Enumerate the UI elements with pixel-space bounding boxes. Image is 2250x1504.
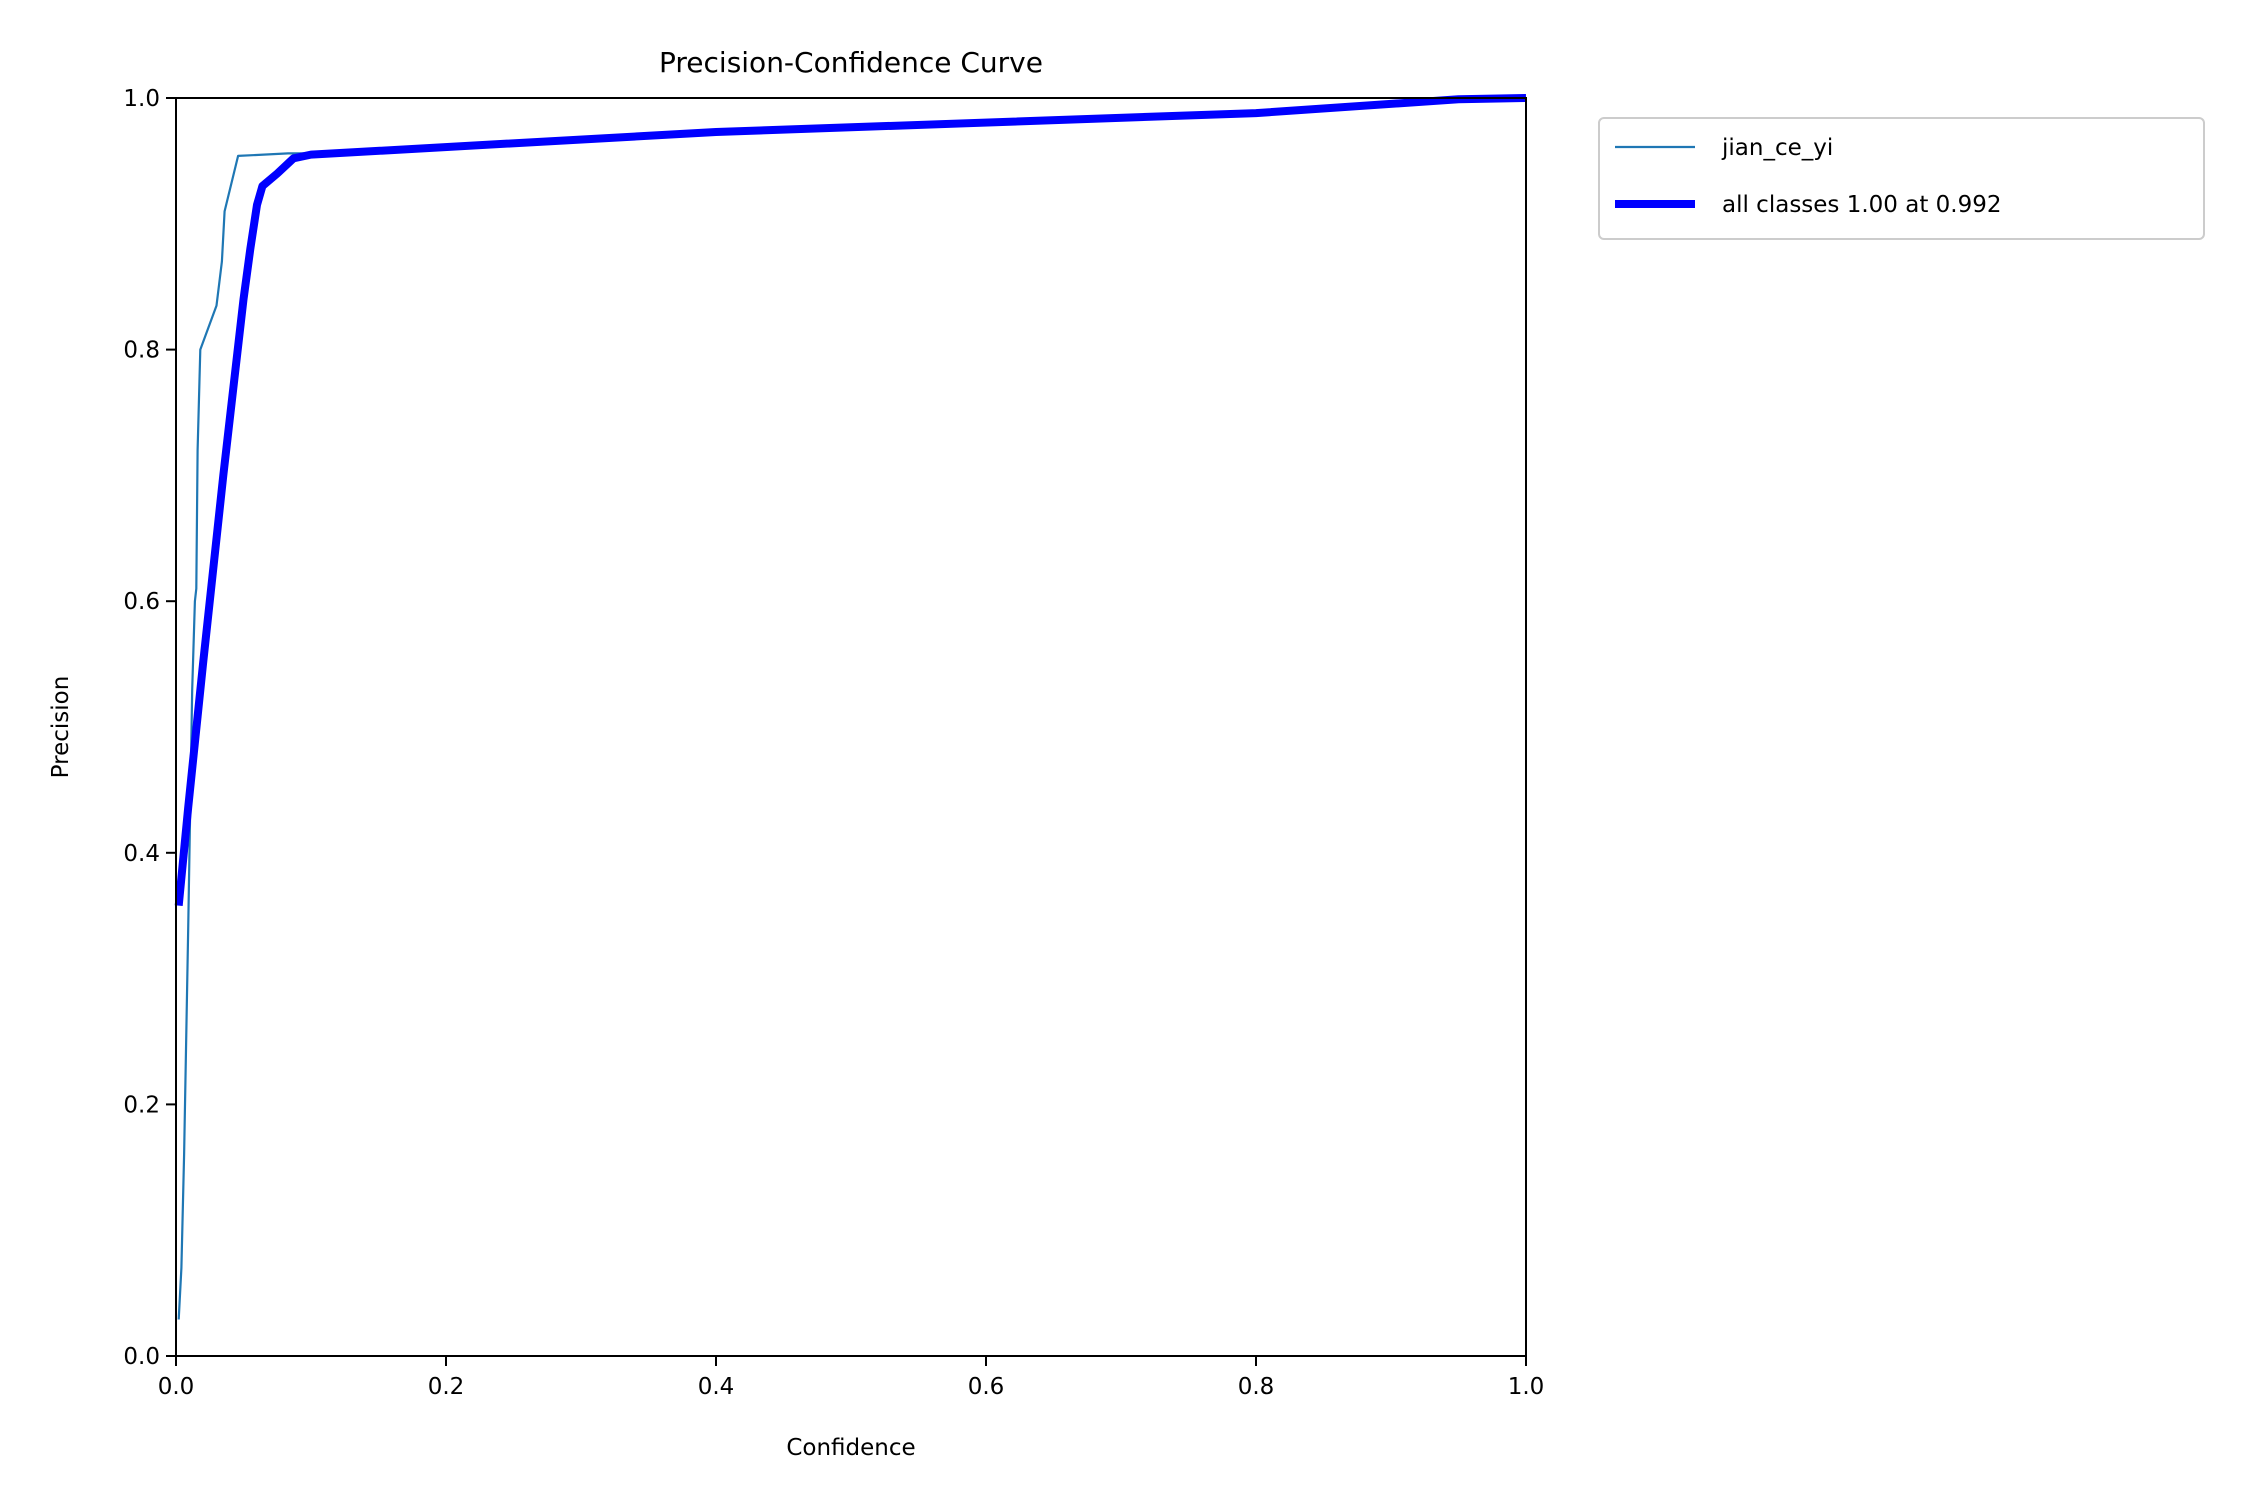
y-tick-label: 0.4 <box>123 841 160 867</box>
x-axis-label: Confidence <box>786 1435 915 1461</box>
series-line-0 <box>177 96 1527 1320</box>
y-axis: 0.0 0.2 0.4 0.6 0.8 1.0 <box>123 86 176 1370</box>
legend: jian_ce_yi all classes 1.00 at 0.992 <box>1598 117 2205 240</box>
series-line-1 <box>174 94 1527 906</box>
y-tick-label: 0.8 <box>123 338 160 364</box>
x-tick-label: 0.2 <box>428 1374 465 1400</box>
x-tick-label: 0.6 <box>968 1374 1005 1400</box>
x-tick-label: 0.4 <box>698 1374 735 1400</box>
x-tick-label: 0.8 <box>1238 1374 1275 1400</box>
legend-label-all-classes: all classes 1.00 at 0.992 <box>1722 192 2002 218</box>
legend-label-jian-ce-yi: jian_ce_yi <box>1721 135 1833 161</box>
chart-title: Precision-Confidence Curve <box>659 46 1043 79</box>
legend-box <box>1598 117 2205 240</box>
plot-area <box>174 94 1527 1320</box>
y-tick-label: 0.2 <box>123 1092 160 1118</box>
x-tick-label: 1.0 <box>1508 1374 1545 1400</box>
axes-frame <box>175 97 1527 1357</box>
y-axis-label: Precision <box>48 676 74 779</box>
y-tick-label: 0.0 <box>123 1344 160 1370</box>
y-tick-label: 1.0 <box>123 86 160 112</box>
y-tick-label: 0.6 <box>123 589 160 615</box>
x-axis: 0.0 0.2 0.4 0.6 0.8 1.0 <box>158 1356 1545 1400</box>
x-tick-label: 0.0 <box>158 1374 195 1400</box>
